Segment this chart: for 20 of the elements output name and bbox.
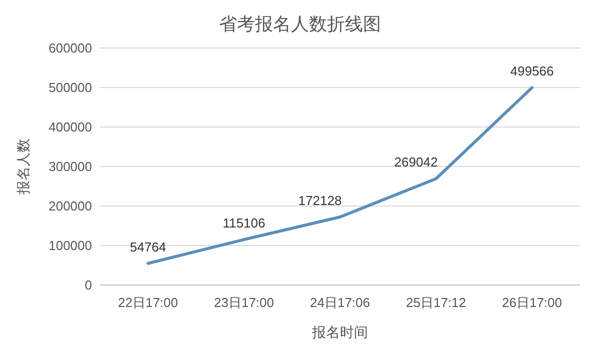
data-label: 499566 (510, 64, 554, 79)
y-tick-label: 200000 (48, 198, 92, 214)
x-tick-label: 26日17:00 (502, 295, 562, 310)
data-label: 172128 (298, 193, 342, 208)
data-label: 269042 (394, 154, 438, 170)
data-label: 115106 (222, 216, 266, 231)
x-tick-label: 25日17:12 (406, 295, 466, 310)
chart-title: 省考报名人数折线图 (219, 14, 381, 34)
y-tick-label: 500000 (48, 80, 92, 96)
y-tick-label: 0 (84, 278, 92, 293)
x-tick-label: 24日17:06 (310, 295, 370, 310)
y-tick-label: 600000 (48, 40, 92, 56)
x-tick-label: 22日17:00 (118, 295, 178, 310)
y-tick-label: 300000 (48, 159, 92, 174)
x-axis-title: 报名时间 (311, 324, 368, 340)
y-tick-label: 400000 (48, 120, 92, 135)
y-tick-label: 100000 (48, 238, 92, 254)
data-label: 54764 (130, 239, 166, 254)
y-axis-title: 报名人数 (15, 138, 31, 196)
x-tick-label: 23日17:00 (214, 295, 274, 310)
